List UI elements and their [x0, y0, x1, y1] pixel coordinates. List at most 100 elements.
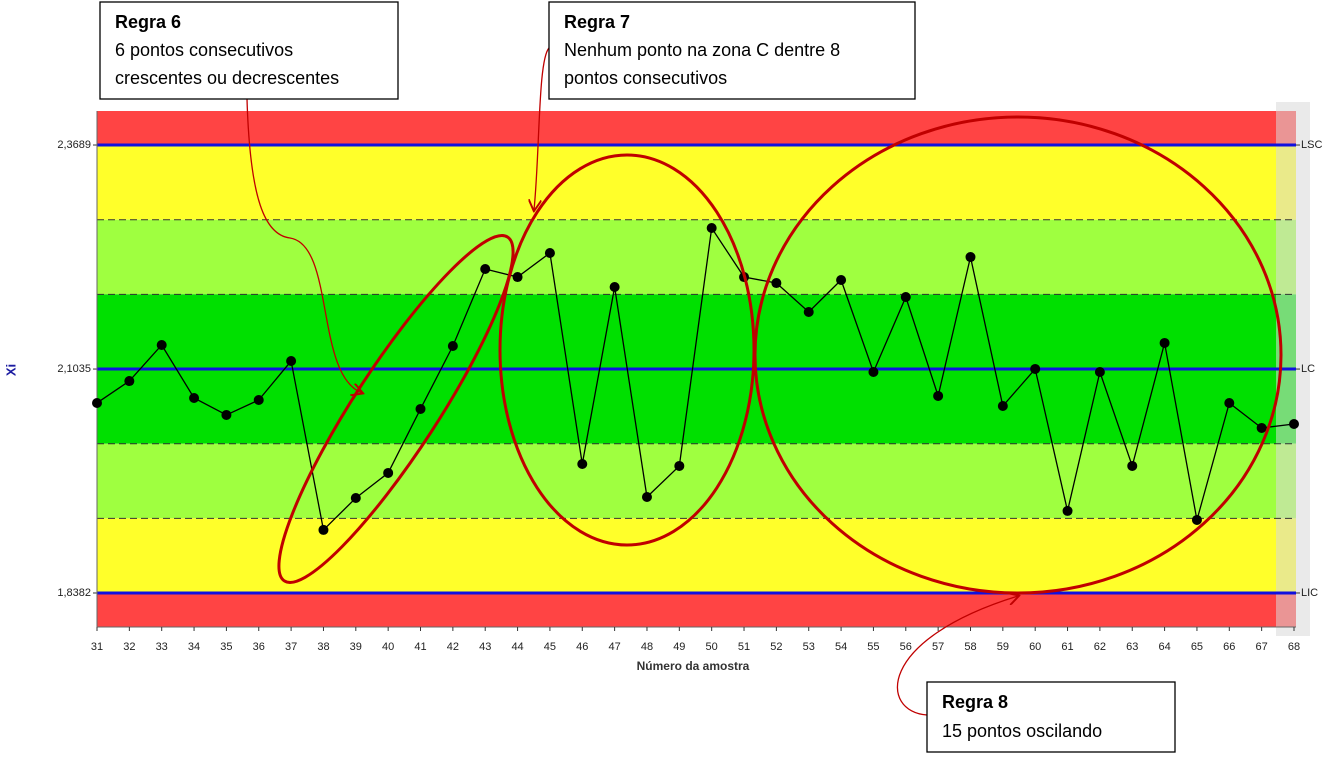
data-point: [706, 222, 717, 233]
annotation-box: Regra 6 6 pontos consecutivos crescentes…: [99, 1, 399, 100]
x-tick-label: 41: [414, 641, 426, 653]
data-point: [1224, 397, 1235, 408]
x-tick-label: 44: [511, 641, 523, 653]
data-point: [1191, 514, 1202, 525]
y-axis-title: Xi: [3, 364, 18, 376]
data-point: [900, 292, 911, 303]
x-tick-label: 66: [1223, 641, 1235, 653]
data-point: [156, 339, 167, 350]
data-point: [803, 306, 814, 317]
arrow: [246, 98, 362, 393]
control-line-label: LIC: [1301, 587, 1318, 599]
data-point: [1289, 418, 1299, 429]
annotation-text: Nenhum ponto na zona C dentre 8: [564, 40, 840, 60]
x-tick-label: 53: [803, 641, 815, 653]
data-point: [92, 397, 102, 408]
x-tick-label: 38: [317, 641, 329, 653]
x-tick-label: 34: [188, 641, 200, 653]
y-tick-label: 1,8382: [57, 587, 91, 599]
x-tick-label: 59: [997, 641, 1009, 653]
x-tick-label: 68: [1288, 641, 1300, 653]
x-tick-label: 40: [382, 641, 394, 653]
x-tick-label: 60: [1029, 641, 1041, 653]
x-tick-label: 43: [479, 641, 491, 653]
x-tick-label: 57: [932, 641, 944, 653]
annotation-box: Regra 8 15 pontos oscilando: [926, 681, 1176, 753]
x-tick-label: 46: [576, 641, 588, 653]
data-point: [1127, 460, 1138, 471]
arrow: [896, 596, 1018, 716]
x-tick-label: 32: [123, 641, 135, 653]
data-point: [1062, 505, 1073, 516]
data-point: [1159, 337, 1170, 348]
data-point: [933, 390, 944, 401]
x-tick-label: 37: [285, 641, 297, 653]
annotation-text: 6 pontos consecutivos: [115, 40, 293, 60]
x-tick-label: 45: [544, 641, 556, 653]
arrow: [534, 47, 550, 210]
data-point: [1094, 366, 1105, 377]
x-tick-label: 51: [738, 641, 750, 653]
x-tick-label: 56: [900, 641, 912, 653]
annotation-text: 15 pontos oscilando: [942, 721, 1102, 741]
data-point: [997, 401, 1008, 412]
x-tick-label: 54: [835, 641, 847, 653]
zone-band: [97, 443, 1296, 519]
x-tick-label: 35: [220, 641, 232, 653]
zone-band: [97, 518, 1296, 593]
x-tick-label: 63: [1126, 641, 1138, 653]
control-line-label: LC: [1301, 363, 1315, 375]
data-point: [674, 460, 685, 471]
zone-band: [97, 111, 1296, 146]
x-tick-label: 64: [1158, 641, 1170, 653]
data-point: [965, 252, 976, 263]
data-point: [480, 264, 491, 275]
data-point: [286, 356, 297, 367]
x-tick-label: 49: [673, 641, 685, 653]
x-tick-label: 33: [156, 641, 168, 653]
data-point: [124, 376, 135, 387]
x-tick-label: 48: [641, 641, 653, 653]
data-point: [1030, 363, 1041, 374]
data-point: [577, 459, 588, 470]
x-tick-label: 58: [964, 641, 976, 653]
data-point: [1256, 422, 1267, 433]
x-tick-label: 47: [608, 641, 620, 653]
annotation-text: crescentes ou decrescentes: [115, 68, 339, 88]
data-point: [415, 403, 426, 414]
data-point: [641, 492, 652, 503]
data-point: [221, 409, 232, 420]
zone-band: [97, 145, 1296, 220]
data-point: [253, 395, 264, 406]
zone-band: [97, 219, 1296, 295]
y-tick-label: 2,1035: [57, 363, 91, 375]
x-tick-label: 31: [91, 641, 103, 653]
data-point: [318, 524, 329, 535]
data-point: [771, 278, 782, 289]
x-tick-label: 65: [1191, 641, 1203, 653]
x-tick-label: 50: [706, 641, 718, 653]
data-point: [544, 247, 555, 258]
zone-band: [97, 592, 1296, 627]
x-tick-label: 62: [1094, 641, 1106, 653]
x-tick-label: 52: [770, 641, 782, 653]
plot-area: LSC LC LIC 2,3689 2,1035 1,8382 31 32 33 34 35 36 37…: [57, 102, 1322, 653]
annotation-title: Regra 7: [564, 12, 630, 32]
x-tick-label: 61: [1061, 641, 1073, 653]
data-point: [189, 392, 200, 403]
data-point: [350, 493, 361, 504]
x-tick-label: 36: [253, 641, 265, 653]
y-tick-label: 2,3689: [57, 139, 91, 151]
series-line: [96, 226, 1295, 532]
data-point: [383, 467, 394, 478]
data-point: [836, 274, 847, 285]
control-line-label: LSC: [1301, 139, 1322, 151]
annotation-title: Regra 6: [115, 12, 181, 32]
data-point: [868, 366, 879, 377]
data-point: [609, 281, 620, 292]
data-point: [447, 340, 458, 351]
x-tick-label: 42: [447, 641, 459, 653]
annotation-title: Regra 8: [942, 692, 1008, 712]
data-point: [512, 272, 523, 283]
